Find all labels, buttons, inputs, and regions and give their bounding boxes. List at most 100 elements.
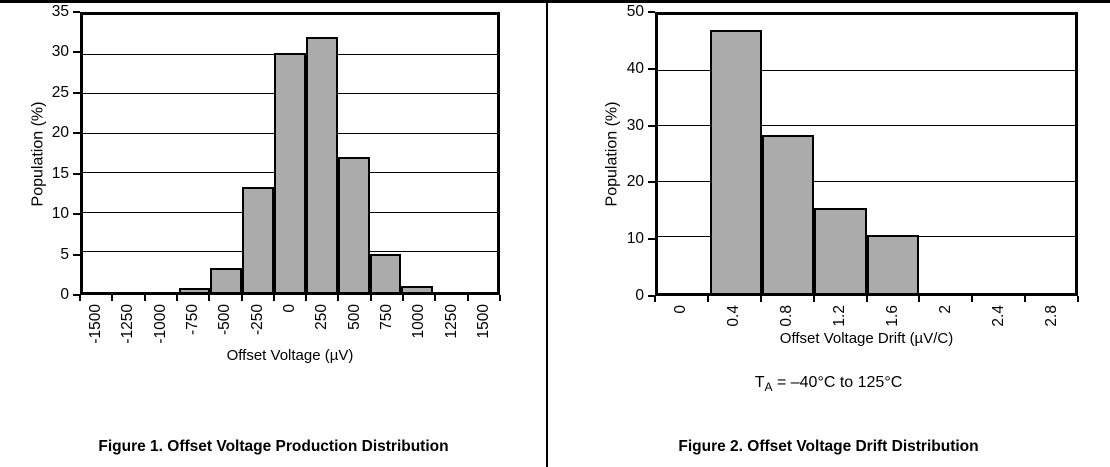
y-tick-mark	[73, 51, 80, 54]
x-axis-title: Offset Voltage Drift (µV/C)	[779, 330, 954, 347]
x-tick-mark	[759, 296, 762, 302]
x-tick-mark	[337, 295, 340, 301]
plot-area	[655, 12, 1078, 296]
x-tick-mark	[1024, 296, 1027, 302]
bar	[178, 288, 211, 292]
bar	[210, 267, 243, 292]
gridline	[658, 69, 1075, 71]
gridline	[658, 125, 1075, 127]
x-tick-mark	[305, 295, 308, 301]
bar	[242, 187, 275, 292]
x-tick-mark	[79, 295, 81, 301]
x-tick-mark	[466, 295, 469, 301]
x-tick-mark	[654, 296, 656, 302]
y-axis-title: Population (%)	[29, 101, 47, 206]
y-tick-mark	[648, 124, 655, 127]
plot-inner	[658, 15, 1075, 293]
y-tick-mark	[73, 132, 80, 135]
bar	[401, 286, 434, 292]
x-tick-label: 1.2	[831, 305, 849, 327]
x-tick-mark	[812, 296, 815, 302]
y-tick-mark	[648, 11, 655, 13]
bar	[710, 29, 763, 293]
x-tick-label: -250	[248, 304, 266, 336]
x-tick-mark	[240, 295, 243, 301]
x-tick-mark	[143, 295, 146, 301]
x-tick-label: 2.4	[989, 305, 1007, 327]
x-tick-mark	[175, 295, 178, 301]
y-tick-label: 40	[626, 59, 644, 77]
y-tick-label: 50	[626, 3, 644, 20]
annotation-prefix: T	[754, 374, 765, 391]
x-tick-label: 0	[281, 304, 298, 313]
x-tick-mark	[272, 295, 275, 301]
figure-caption: Figure 2. Offset Voltage Drift Distribut…	[678, 438, 979, 455]
x-tick-label: -1000	[151, 304, 169, 344]
y-tick-label: 10	[626, 230, 644, 248]
panel-divider-line	[546, 0, 548, 467]
y-tick-mark	[648, 295, 655, 297]
plot-inner	[83, 15, 497, 292]
x-tick-mark	[499, 295, 501, 301]
y-tick-label: 20	[51, 124, 69, 142]
y-tick-mark	[73, 253, 80, 256]
y-tick-label: 30	[626, 116, 644, 134]
x-tick-label: 0.4	[725, 305, 743, 327]
x-tick-mark	[971, 296, 974, 302]
x-tick-label: 0.8	[778, 305, 796, 327]
gridline	[658, 180, 1075, 182]
y-tick-mark	[73, 91, 80, 94]
bar	[866, 235, 919, 293]
x-tick-label: 2.8	[1042, 305, 1060, 327]
x-tick-label: -1250	[119, 304, 137, 344]
y-tick-mark	[73, 213, 80, 216]
x-tick-mark	[1077, 296, 1079, 302]
y-tick-label: 30	[51, 43, 69, 61]
bar	[762, 135, 815, 293]
y-tick-label: 5	[60, 245, 69, 263]
figure2-panel: Population (%) Offset Voltage Drift (µV/…	[547, 0, 1110, 467]
x-axis-title: Offset Voltage (µV)	[226, 347, 354, 364]
figure-caption: Figure 1. Offset Voltage Production Dist…	[98, 438, 449, 455]
x-tick-label: 0	[672, 305, 690, 314]
x-tick-label: 250	[313, 304, 331, 330]
annotation-suffix: = –40°C to 125°C	[772, 374, 903, 391]
y-tick-mark	[73, 11, 80, 13]
x-tick-mark	[918, 296, 921, 302]
bar	[274, 52, 306, 292]
x-tick-label: 1250	[442, 304, 460, 339]
annotation-subscript: A	[764, 380, 773, 395]
plot-area	[80, 12, 500, 295]
x-tick-mark	[369, 295, 372, 301]
x-tick-label: 1.6	[883, 305, 901, 327]
y-tick-mark	[73, 294, 80, 296]
x-tick-label: -750	[184, 304, 202, 336]
y-tick-mark	[648, 181, 655, 184]
y-tick-label: 20	[626, 173, 644, 191]
y-tick-label: 35	[51, 3, 69, 20]
bar	[337, 157, 370, 292]
x-tick-label: 1000	[410, 304, 428, 339]
x-tick-mark	[111, 295, 114, 301]
figure1-panel: Population (%) Offset Voltage (µV) Figur…	[0, 0, 547, 467]
x-tick-label: 750	[377, 304, 395, 330]
y-tick-mark	[648, 67, 655, 70]
y-tick-label: 15	[51, 164, 69, 182]
x-tick-label: 500	[345, 304, 363, 330]
x-tick-mark	[402, 295, 405, 301]
bar	[369, 254, 402, 292]
top-border-line	[0, 0, 1110, 3]
x-tick-mark	[208, 295, 211, 301]
y-tick-label: 0	[60, 286, 69, 303]
temperature-annotation: TA = –40°C to 125°C	[547, 374, 1110, 394]
y-tick-label: 25	[51, 83, 69, 101]
y-tick-mark	[648, 238, 655, 241]
y-tick-label: 0	[635, 287, 644, 304]
bar	[305, 36, 338, 292]
x-tick-mark	[865, 296, 868, 302]
x-tick-mark	[706, 296, 709, 302]
y-tick-label: 10	[51, 205, 69, 223]
x-tick-label: -500	[216, 304, 234, 336]
x-tick-label: -1500	[87, 304, 105, 344]
